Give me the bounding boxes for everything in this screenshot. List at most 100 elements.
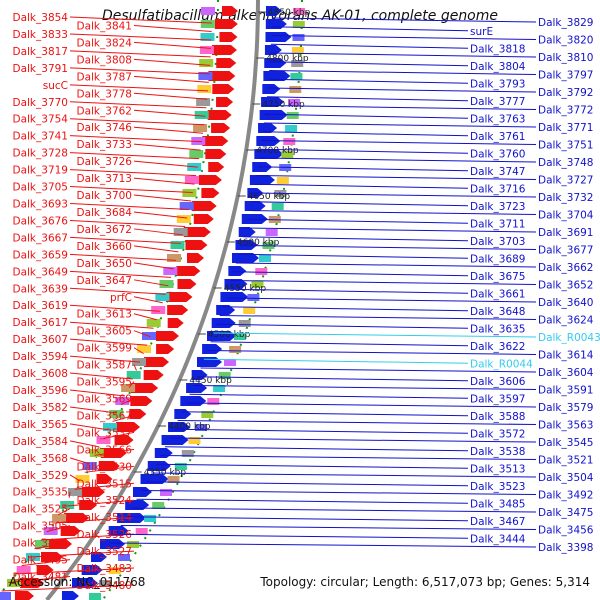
right-leader-line — [261, 140, 537, 145]
right-gene-strip — [108, 567, 121, 574]
left-gene-label: Dalk_3741 — [13, 131, 69, 143]
right-gene-label: Dalk_3818 — [470, 43, 526, 55]
right-gene-strip — [293, 8, 305, 15]
left-gene-strip — [159, 280, 174, 288]
right-gene-strip — [89, 593, 101, 600]
left-gene-label: Dalk_3483 — [77, 563, 133, 575]
left-leader-line — [69, 253, 177, 261]
right-leader-line — [238, 253, 469, 259]
right-gene-strip — [276, 177, 289, 184]
right-gene-strip — [99, 580, 111, 587]
left-leader-line — [133, 245, 179, 253]
left-gene-label: Dalk_3496 — [13, 538, 69, 550]
right-gene-strip — [291, 60, 304, 67]
right-gene-label: Dalk_3723 — [470, 201, 526, 213]
right-gene-label: Dalk_3760 — [470, 148, 526, 160]
right-leader-line — [216, 323, 469, 329]
left-leader-line — [74, 482, 135, 490]
left-gene-block — [177, 279, 197, 289]
left-gene-block — [143, 357, 169, 367]
left-leader-line — [69, 186, 193, 194]
left-gene-strip — [52, 514, 67, 522]
right-leader-line — [265, 105, 537, 110]
right-leader-line — [225, 297, 537, 303]
right-gene-block — [231, 253, 259, 263]
right-gene-label: Dalk_3652 — [538, 280, 594, 292]
left-leader-line — [69, 355, 141, 363]
left-gene-block — [40, 552, 63, 562]
right-gene-label: Dalk_3591 — [538, 385, 594, 397]
right-leader-line — [146, 481, 469, 487]
right-gene-strip — [174, 463, 187, 470]
right-gene-label: Dalk_3716 — [470, 183, 526, 195]
right-gene-label: Dalk_3727 — [538, 175, 594, 187]
right-gene-block — [220, 292, 249, 302]
right-gene-block — [125, 500, 150, 510]
left-leader-line — [133, 211, 188, 219]
right-gene-block — [262, 84, 281, 94]
left-gene-label: Dalk_3762 — [77, 105, 133, 117]
left-leader-line — [133, 58, 211, 66]
left-gene-strip — [163, 267, 178, 275]
right-leader-line — [270, 43, 469, 49]
right-gene-strip — [181, 450, 194, 457]
left-gene-label: Dalk_3525 — [13, 504, 69, 516]
tick-label: 4450 kbp — [189, 376, 232, 386]
right-gene-block — [90, 552, 107, 562]
right-leader-line — [207, 350, 537, 355]
left-leader-line — [103, 431, 135, 439]
right-leader-line — [193, 385, 537, 390]
right-leader-line — [185, 402, 537, 408]
left-gene-block — [130, 396, 153, 406]
left-gene-label: Dalk_3693 — [13, 199, 69, 211]
tick-label: 4700 kbp — [256, 146, 299, 156]
right-gene-strip — [234, 333, 246, 340]
left-gene-block — [208, 162, 225, 172]
right-gene-label: Dalk_3691 — [538, 227, 594, 239]
right-leader-line — [262, 131, 469, 137]
left-leader-line — [46, 525, 71, 533]
left-gene-block — [156, 331, 180, 341]
right-leader-line — [219, 315, 537, 320]
left-leader-line — [34, 542, 71, 550]
right-gene-label: surE — [470, 26, 493, 38]
left-gene-strip — [89, 449, 104, 457]
right-gene-label: Dalk_3763 — [470, 113, 526, 125]
left-gene-block — [191, 201, 217, 211]
left-gene-label: Dalk_3607 — [13, 334, 69, 346]
right-gene-block — [154, 448, 173, 458]
left-leader-line — [133, 364, 137, 371]
right-leader-line — [250, 201, 469, 207]
right-gene-label: Dalk_3793 — [470, 78, 526, 90]
right-leader-line — [270, 52, 537, 58]
right-gene-label: Dalk_3661 — [470, 288, 526, 300]
right-gene-strip — [259, 255, 271, 262]
left-gene-label: Dalk_3659 — [13, 249, 69, 261]
left-gene-strip — [198, 72, 213, 80]
left-gene-block — [208, 71, 236, 81]
left-gene-block — [205, 149, 227, 159]
left-gene-strip — [121, 384, 136, 392]
left-leader-line — [69, 440, 100, 448]
left-leader-line — [94, 448, 135, 456]
right-gene-block — [108, 526, 129, 536]
left-gene-strip — [200, 33, 215, 41]
right-leader-line — [268, 78, 469, 84]
right-leader-line — [120, 525, 537, 530]
right-gene-strip — [229, 346, 242, 353]
left-gene-block — [100, 448, 127, 458]
left-gene-strip — [126, 371, 141, 379]
right-leader-line — [240, 245, 537, 250]
left-gene-label: Dalk_3647 — [77, 275, 133, 287]
right-gene-strip — [290, 73, 303, 80]
right-leader-line — [151, 472, 537, 478]
right-gene-label: Dalk_3771 — [538, 122, 594, 134]
left-gene-label: Dalk_3649 — [13, 266, 69, 278]
left-gene-label: Dalk_3660 — [77, 241, 133, 253]
tick-label: 4750 kbp — [262, 100, 305, 110]
right-leader-line — [177, 420, 537, 425]
left-gene-strip — [194, 111, 209, 119]
left-gene-label: Dalk_3833 — [13, 29, 69, 41]
right-gene-strip — [255, 268, 268, 275]
right-gene-block — [147, 461, 171, 471]
